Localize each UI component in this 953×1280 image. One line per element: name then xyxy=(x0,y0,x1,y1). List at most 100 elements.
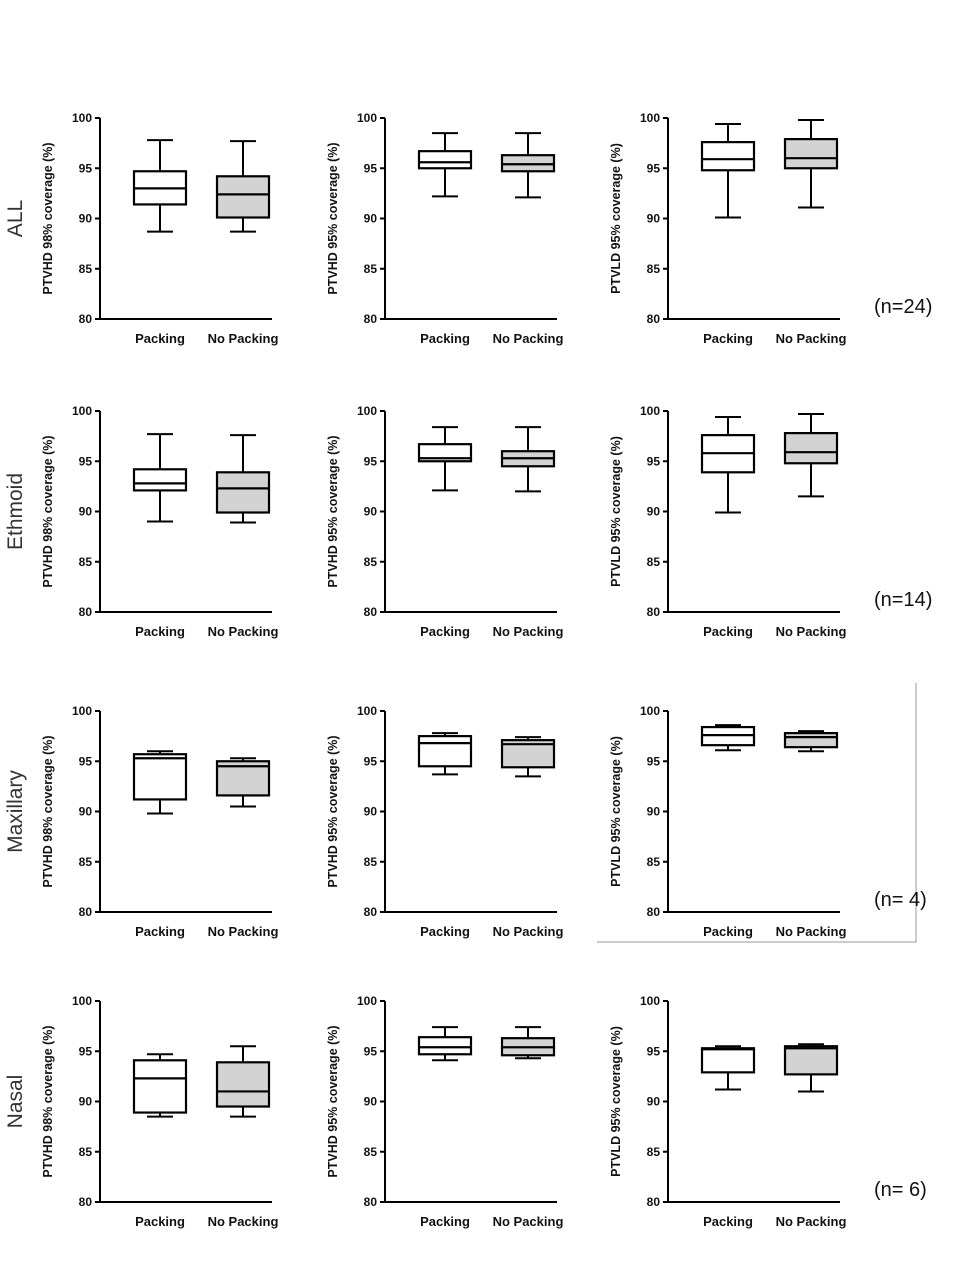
x-category-label: No Packing xyxy=(776,331,847,346)
y-tick-label: 95 xyxy=(364,161,378,175)
y-tick-label: 80 xyxy=(364,1195,378,1209)
y-tick-label: 90 xyxy=(647,212,661,226)
y-tick-label: 80 xyxy=(79,605,93,619)
x-category-label: Packing xyxy=(135,624,185,639)
x-category-label: No Packing xyxy=(208,924,279,939)
y-tick-label: 95 xyxy=(79,1044,93,1058)
y-axis-label: PTVHD 98% coverage (%) xyxy=(41,142,55,294)
y-axis-label: PTVHD 98% coverage (%) xyxy=(41,1025,55,1177)
y-axis-label: PTVLD 95% coverage (%) xyxy=(609,1026,623,1177)
y-tick-label: 80 xyxy=(79,905,93,919)
y-tick-label: 90 xyxy=(79,212,93,226)
y-tick-label: 85 xyxy=(647,262,661,276)
box-no-packing xyxy=(783,432,839,465)
box-no-packing xyxy=(783,1045,839,1076)
y-tick-label: 90 xyxy=(647,805,661,819)
y-tick-label: 90 xyxy=(364,212,378,226)
y-tick-label: 80 xyxy=(647,605,661,619)
y-tick-label: 100 xyxy=(72,111,92,125)
y-tick-label: 80 xyxy=(647,312,661,326)
box-packing xyxy=(700,141,756,172)
x-category-label: Packing xyxy=(420,331,470,346)
y-tick-label: 100 xyxy=(640,404,660,418)
y-tick-label: 90 xyxy=(647,1095,661,1109)
y-tick-label: 90 xyxy=(79,1095,93,1109)
x-category-label: No Packing xyxy=(493,1214,564,1229)
box-no-packing xyxy=(215,471,271,514)
y-tick-label: 80 xyxy=(79,312,93,326)
y-tick-label: 80 xyxy=(364,905,378,919)
y-tick-label: 95 xyxy=(79,754,93,768)
x-category-label: Packing xyxy=(420,1214,470,1229)
box-no-packing xyxy=(215,1061,271,1108)
x-category-label: No Packing xyxy=(208,624,279,639)
y-tick-label: 95 xyxy=(79,161,93,175)
sample-size-label: (n=14) xyxy=(874,589,932,611)
y-tick-label: 80 xyxy=(79,1195,93,1209)
y-tick-label: 85 xyxy=(364,262,378,276)
y-tick-label: 95 xyxy=(364,754,378,768)
y-tick-label: 85 xyxy=(79,855,93,869)
x-category-label: No Packing xyxy=(493,924,564,939)
y-tick-label: 80 xyxy=(647,1195,661,1209)
box-packing xyxy=(700,1047,756,1074)
x-category-label: No Packing xyxy=(776,1214,847,1229)
y-axis-label: PTVHD 95% coverage (%) xyxy=(326,142,340,294)
y-tick-label: 100 xyxy=(72,704,92,718)
y-tick-label: 100 xyxy=(72,404,92,418)
x-category-label: Packing xyxy=(703,624,753,639)
y-tick-label: 95 xyxy=(647,161,661,175)
y-tick-label: 85 xyxy=(79,555,93,569)
y-tick-label: 90 xyxy=(647,505,661,519)
box-packing xyxy=(417,735,473,768)
y-axis-label: PTVLD 95% coverage (%) xyxy=(609,436,623,587)
y-axis-label: PTVHD 95% coverage (%) xyxy=(326,435,340,587)
sample-size-label: (n=24) xyxy=(874,296,932,318)
x-category-label: Packing xyxy=(135,924,185,939)
y-tick-label: 85 xyxy=(364,1145,378,1159)
y-axis-label: PTVLD 95% coverage (%) xyxy=(609,736,623,887)
box-no-packing xyxy=(783,138,839,170)
row-label: Maxillary xyxy=(4,770,27,853)
y-tick-label: 90 xyxy=(364,805,378,819)
y-tick-label: 85 xyxy=(79,1145,93,1159)
y-tick-label: 90 xyxy=(364,1095,378,1109)
y-tick-label: 80 xyxy=(647,905,661,919)
x-category-label: No Packing xyxy=(776,924,847,939)
box-packing xyxy=(132,468,188,492)
x-category-label: Packing xyxy=(135,331,185,346)
row-label: Nasal xyxy=(4,1075,27,1129)
x-category-label: Packing xyxy=(135,1214,185,1229)
panel-frame xyxy=(597,683,917,943)
x-category-label: Packing xyxy=(703,331,753,346)
y-tick-label: 85 xyxy=(647,1145,661,1159)
y-tick-label: 100 xyxy=(357,111,377,125)
y-tick-label: 100 xyxy=(72,994,92,1008)
x-category-label: No Packing xyxy=(776,624,847,639)
y-tick-label: 85 xyxy=(647,555,661,569)
box-packing xyxy=(417,443,473,463)
y-tick-label: 95 xyxy=(647,454,661,468)
y-tick-label: 85 xyxy=(647,855,661,869)
row-label: Ethmoid xyxy=(4,473,27,550)
x-category-label: Packing xyxy=(420,924,470,939)
y-tick-label: 95 xyxy=(647,754,661,768)
box-packing xyxy=(132,753,188,801)
y-tick-label: 80 xyxy=(364,312,378,326)
y-axis-label: PTVHD 95% coverage (%) xyxy=(326,1025,340,1177)
box-packing xyxy=(417,1036,473,1056)
y-tick-label: 100 xyxy=(357,994,377,1008)
y-tick-label: 100 xyxy=(640,704,660,718)
y-tick-label: 80 xyxy=(364,605,378,619)
y-axis-label: PTVHD 98% coverage (%) xyxy=(41,435,55,587)
box-no-packing xyxy=(215,175,271,219)
y-tick-label: 90 xyxy=(79,505,93,519)
y-tick-label: 100 xyxy=(357,404,377,418)
y-tick-label: 100 xyxy=(357,704,377,718)
box-packing xyxy=(417,150,473,170)
y-axis-label: PTVHD 98% coverage (%) xyxy=(41,735,55,887)
y-axis-label: PTVHD 95% coverage (%) xyxy=(326,735,340,887)
x-category-label: No Packing xyxy=(208,331,279,346)
